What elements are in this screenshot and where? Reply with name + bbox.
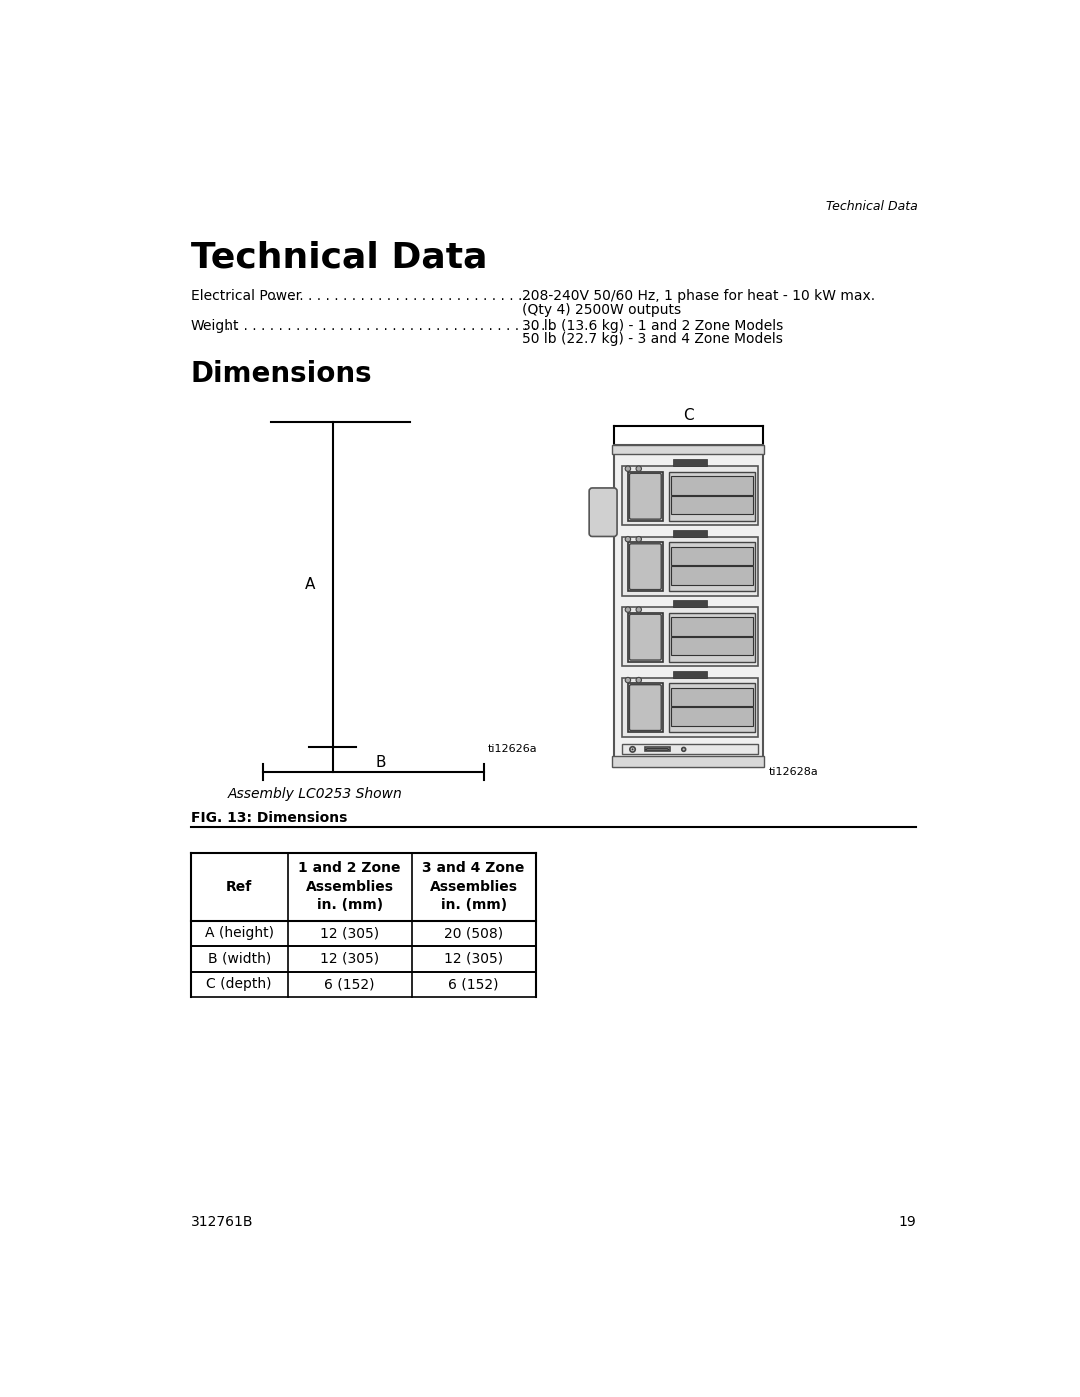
Text: Ref: Ref	[226, 880, 253, 894]
Text: Assembly LC0253 Shown: Assembly LC0253 Shown	[228, 788, 403, 802]
Bar	[669, 613, 755, 662]
Circle shape	[636, 678, 642, 683]
Bar	[673, 529, 707, 536]
Bar	[669, 472, 755, 521]
Text: 30 lb (13.6 kg) - 1 and 2 Zone Models: 30 lb (13.6 kg) - 1 and 2 Zone Models	[523, 319, 784, 332]
Text: B (width): B (width)	[207, 951, 271, 965]
Bar	[627, 542, 663, 591]
Text: C: C	[683, 408, 693, 422]
Text: C (depth): C (depth)	[206, 978, 272, 992]
Bar	[612, 444, 765, 454]
Text: Weight: Weight	[191, 319, 240, 332]
FancyBboxPatch shape	[590, 488, 617, 536]
Bar	[673, 460, 707, 467]
FancyBboxPatch shape	[630, 685, 661, 731]
Bar	[672, 637, 753, 655]
Bar	[613, 444, 762, 767]
Text: Electrical Power: Electrical Power	[191, 289, 301, 303]
Circle shape	[636, 606, 642, 612]
FancyBboxPatch shape	[646, 749, 669, 750]
Bar	[622, 678, 758, 736]
Bar	[622, 467, 758, 525]
Text: . . . . . . . . . . . . . . . . . . . . . . . . . . . . . .: . . . . . . . . . . . . . . . . . . . . …	[273, 289, 531, 303]
Bar	[672, 687, 753, 707]
Text: 6 (152): 6 (152)	[324, 978, 375, 992]
Bar	[622, 745, 758, 754]
Circle shape	[630, 746, 635, 752]
Bar	[673, 671, 707, 678]
Text: 6 (152): 6 (152)	[448, 978, 499, 992]
Text: . . . . . . . . . . . . . . . . . . . . . . . . . . . . . . . . . . . . . .: . . . . . . . . . . . . . . . . . . . . …	[227, 319, 554, 332]
Bar	[622, 608, 758, 666]
Bar	[672, 546, 753, 566]
Text: 1 and 2 Zone
Assemblies
in. (mm): 1 and 2 Zone Assemblies in. (mm)	[298, 862, 401, 912]
Text: 12 (305): 12 (305)	[320, 951, 379, 965]
Circle shape	[625, 536, 631, 542]
Text: 20 (508): 20 (508)	[444, 926, 503, 940]
Bar	[672, 566, 753, 584]
Circle shape	[636, 467, 642, 471]
Text: A (height): A (height)	[205, 926, 273, 940]
Bar	[669, 542, 755, 591]
Text: 208-240V 50/60 Hz, 1 phase for heat - 10 kW max.: 208-240V 50/60 Hz, 1 phase for heat - 10…	[523, 289, 876, 303]
Text: 3 and 4 Zone
Assemblies
in. (mm): 3 and 4 Zone Assemblies in. (mm)	[422, 862, 525, 912]
Text: 19: 19	[899, 1215, 916, 1229]
Text: Dimensions: Dimensions	[191, 360, 373, 388]
Bar	[673, 601, 707, 608]
Text: Technical Data: Technical Data	[191, 240, 487, 275]
Bar	[627, 613, 663, 662]
Text: B: B	[375, 754, 386, 770]
FancyBboxPatch shape	[630, 615, 661, 659]
Text: (Qty 4) 2500W outputs: (Qty 4) 2500W outputs	[523, 303, 681, 317]
Text: ti12626a: ti12626a	[488, 743, 537, 753]
Bar	[627, 472, 663, 521]
Text: A: A	[305, 577, 314, 592]
FancyBboxPatch shape	[630, 543, 661, 590]
Bar	[672, 496, 753, 514]
Text: FIG. 13: Dimensions: FIG. 13: Dimensions	[191, 812, 347, 826]
Circle shape	[625, 678, 631, 683]
Text: Technical Data: Technical Data	[826, 200, 918, 212]
Text: 12 (305): 12 (305)	[444, 951, 503, 965]
Bar	[627, 683, 663, 732]
Circle shape	[681, 747, 686, 752]
Bar	[669, 683, 755, 732]
Bar	[672, 707, 753, 725]
Text: ti12628a: ti12628a	[769, 767, 819, 777]
Text: 312761B: 312761B	[191, 1215, 254, 1229]
Text: 50 lb (22.7 kg) - 3 and 4 Zone Models: 50 lb (22.7 kg) - 3 and 4 Zone Models	[523, 332, 783, 346]
Bar	[622, 536, 758, 595]
Circle shape	[636, 536, 642, 542]
Circle shape	[625, 606, 631, 612]
Circle shape	[625, 467, 631, 471]
Bar	[672, 617, 753, 636]
Bar	[645, 747, 670, 752]
Bar	[672, 476, 753, 495]
Text: 12 (305): 12 (305)	[320, 926, 379, 940]
FancyBboxPatch shape	[630, 474, 661, 520]
Bar	[612, 756, 765, 767]
